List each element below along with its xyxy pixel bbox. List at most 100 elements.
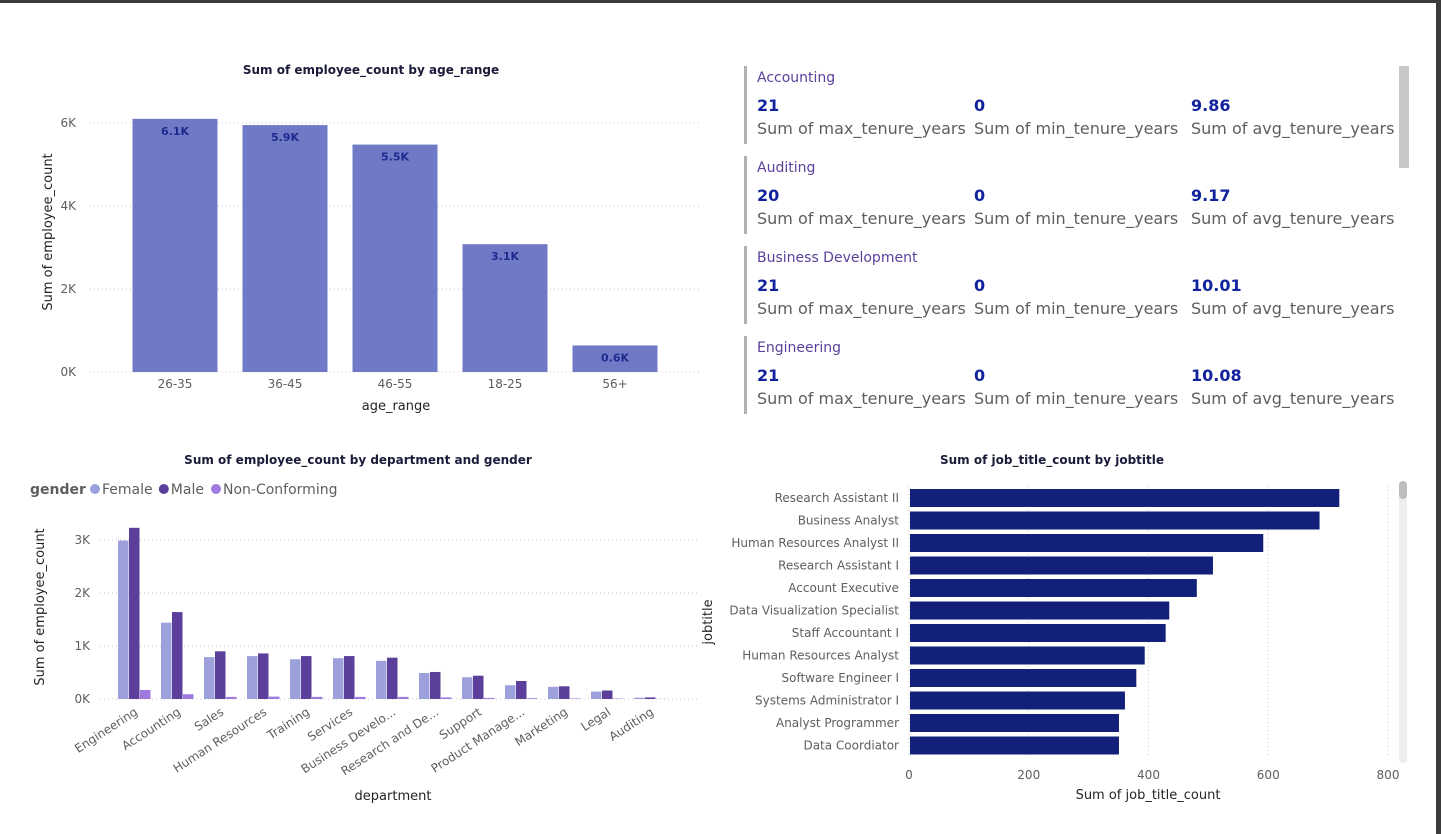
bar-female[interactable]: [161, 622, 172, 699]
bar-female[interactable]: [505, 685, 516, 699]
legend-marker-female[interactable]: [90, 484, 100, 494]
bar-male[interactable]: [301, 656, 312, 699]
bar-jobtitle[interactable]: [910, 624, 1166, 642]
bar-non-conforming[interactable]: [398, 696, 409, 699]
y-tick-label: Staff Accountant I: [792, 626, 899, 640]
legend-label-female[interactable]: Female: [102, 482, 153, 498]
bar-jobtitle[interactable]: [910, 556, 1213, 575]
bar-male[interactable]: [258, 653, 269, 699]
x-tick-label: 56+: [602, 377, 627, 391]
kpi-label-max: Sum of max_tenure_years: [757, 299, 966, 318]
kpi-row-auditing[interactable]: Auditing 20 Sum of max_tenure_years 0 Sum of…: [744, 156, 1397, 234]
tenure-kpi-card[interactable]: Accounting 21 Sum of max_tenure_years 0 Sum …: [744, 62, 1397, 414]
bar-non-conforming[interactable]: [183, 694, 194, 699]
bar-jobtitle[interactable]: [910, 601, 1170, 620]
bar-jobtitle[interactable]: [910, 646, 1145, 665]
bar-male[interactable]: [129, 527, 140, 699]
bar-jobtitle[interactable]: [910, 579, 1197, 597]
department-gender-chart-title: Sum of employee_count by department and …: [184, 453, 532, 468]
bar-male[interactable]: [473, 675, 484, 699]
kpi-label-avg: Sum of avg_tenure_years: [1191, 119, 1395, 138]
x-tick-label: 18-25: [488, 377, 523, 391]
kpi-value-max: 21: [757, 276, 780, 295]
jobtitle-chart[interactable]: Sum of job_title_count by jobtitle Sum o…: [700, 440, 1400, 834]
data-label: 6.1K: [161, 125, 189, 138]
bar-female[interactable]: [548, 686, 559, 699]
kpi-category-label: Auditing: [757, 160, 816, 176]
bar-non-conforming[interactable]: [570, 698, 581, 699]
bar-male[interactable]: [430, 671, 441, 699]
bar-non-conforming[interactable]: [312, 696, 323, 699]
bar-male[interactable]: [215, 651, 226, 699]
y-tick-label: Data Coordiator: [803, 739, 899, 753]
legend-marker-male[interactable]: [158, 484, 169, 494]
bar-male[interactable]: [172, 612, 183, 699]
age-range-chart[interactable]: Sum of employee_count by age_range age_r…: [0, 0, 720, 430]
bar-non-conforming[interactable]: [441, 697, 452, 699]
bar-26-35[interactable]: [132, 118, 218, 372]
y-tick-label: Analyst Programmer: [776, 716, 899, 730]
bar-jobtitle[interactable]: [910, 534, 1264, 552]
y-tick-label: 0K: [60, 365, 77, 379]
bar-46-55[interactable]: [352, 144, 438, 372]
legend-label-male[interactable]: Male: [171, 482, 204, 498]
y-tick-label: 2K: [60, 282, 77, 296]
x-tick-label: 800: [1377, 768, 1400, 782]
kpi-value-min: 0: [974, 366, 986, 385]
bar-18-25[interactable]: [462, 244, 548, 372]
bar-jobtitle[interactable]: [910, 489, 1340, 507]
bar-female[interactable]: [247, 656, 258, 699]
x-tick-label: Training: [264, 705, 312, 743]
bar-non-conforming[interactable]: [355, 696, 366, 699]
x-tick-label: Auditing: [607, 705, 657, 744]
bar-female[interactable]: [290, 659, 301, 699]
bar-female[interactable]: [419, 673, 430, 699]
x-tick-label: 200: [1017, 768, 1040, 782]
legend-marker-non-conforming[interactable]: [211, 484, 221, 494]
bar-female[interactable]: [118, 540, 129, 699]
bar-female[interactable]: [462, 677, 473, 699]
kpi-value-min: 0: [974, 96, 986, 115]
kpi-value-max: 21: [757, 96, 780, 115]
bar-jobtitle[interactable]: [910, 511, 1320, 530]
bar-female[interactable]: [204, 657, 215, 699]
x-tick-label: Legal: [579, 705, 614, 734]
age-range-x-axis-title: age_range: [362, 399, 431, 414]
kpi-row-engineering[interactable]: Engineering 21 Sum of max_tenure_years 0 Sum…: [744, 336, 1397, 414]
kpi-row-business-development[interactable]: Business Development 21 Sum of max_tenure_…: [744, 246, 1397, 324]
bar-female[interactable]: [333, 658, 344, 699]
y-tick-label: 0K: [74, 692, 91, 706]
jobtitle-scrollbar-thumb[interactable]: [1399, 481, 1407, 499]
bar-36-45[interactable]: [242, 125, 328, 372]
bar-jobtitle[interactable]: [910, 714, 1119, 732]
kpi-scrollbar[interactable]: [1399, 66, 1409, 168]
bar-non-conforming[interactable]: [269, 696, 280, 699]
bar-non-conforming[interactable]: [140, 689, 151, 699]
y-tick-label: Research Assistant I: [778, 559, 899, 573]
bar-jobtitle[interactable]: [910, 736, 1119, 755]
bar-56+[interactable]: [572, 345, 658, 372]
bar-male[interactable]: [516, 680, 527, 699]
legend-label-non-conforming[interactable]: Non-Conforming: [223, 482, 337, 498]
y-tick-label: 2K: [74, 586, 91, 600]
bar-male[interactable]: [387, 657, 398, 699]
bar-male[interactable]: [559, 686, 570, 699]
bar-male[interactable]: [645, 697, 656, 699]
jobtitle-y-axis-title: jobtitle: [701, 599, 716, 645]
department-gender-chart[interactable]: Sum of employee_count by department and …: [0, 440, 720, 834]
bar-female[interactable]: [634, 697, 645, 699]
bar-jobtitle[interactable]: [910, 669, 1137, 687]
bar-non-conforming[interactable]: [484, 697, 495, 699]
jobtitle-scrollbar-track[interactable]: [1399, 481, 1407, 763]
bar-female[interactable]: [591, 691, 602, 699]
x-tick-label: Sales: [192, 705, 226, 734]
bar-non-conforming[interactable]: [527, 698, 538, 699]
bar-jobtitle[interactable]: [910, 691, 1125, 710]
bar-male[interactable]: [602, 690, 613, 699]
bar-male[interactable]: [344, 656, 355, 699]
kpi-row-accounting[interactable]: Accounting 21 Sum of max_tenure_years 0 Sum …: [744, 66, 1397, 144]
kpi-label-max: Sum of max_tenure_years: [757, 389, 966, 408]
bar-female[interactable]: [376, 660, 387, 699]
y-tick-label: Account Executive: [788, 581, 899, 595]
bar-non-conforming[interactable]: [226, 696, 237, 699]
